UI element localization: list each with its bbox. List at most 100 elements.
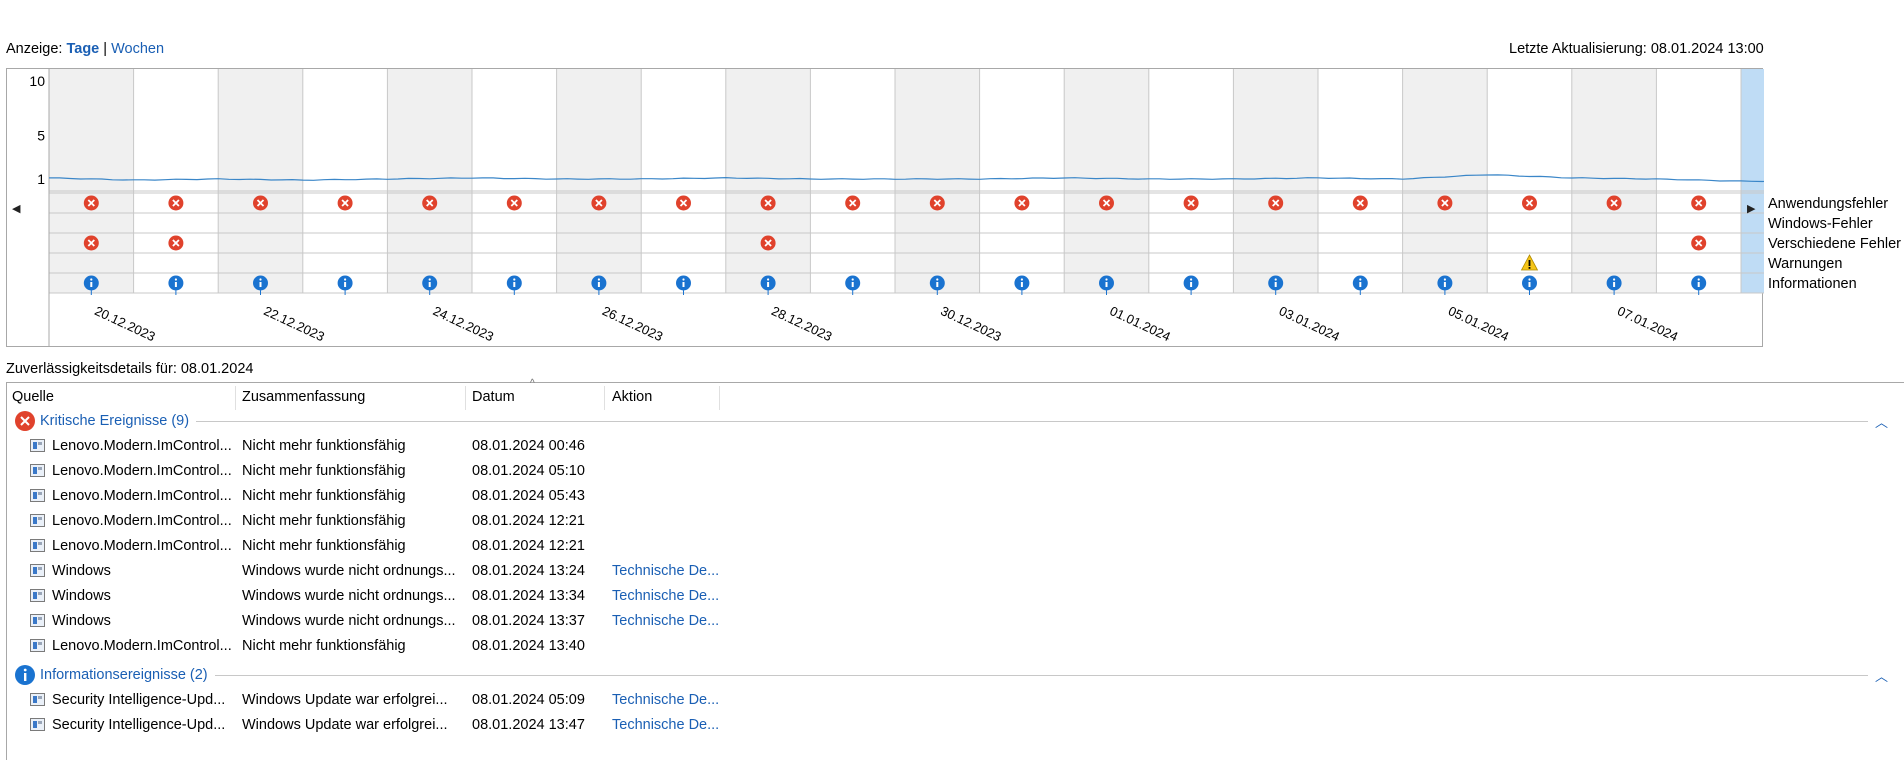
cell-action-link[interactable]: Technische De... [612,717,720,733]
cell-date: 08.01.2024 05:43 [472,488,585,504]
x-tick-label: 22.12.2023 [262,303,327,344]
error-icon-cross [849,199,857,207]
group-title-info: Informationsereignisse (2) [40,667,208,683]
cell-summary: Nicht mehr funktionsfähig [242,438,406,454]
cell-summary: Windows Update war erfolgrei... [242,717,448,733]
sort-ascending-icon: ^ [530,378,535,389]
error-icon-cross [764,199,772,207]
table-row[interactable]: Lenovo.Modern.ImControl... Nicht mehr fun… [0,534,1898,559]
collapse-info-icon[interactable]: ︿ [1874,669,1888,684]
error-icon-cross [426,199,434,207]
cell-source: Windows [52,613,111,629]
cell-summary: Windows wurde nicht ordnungs... [242,613,456,629]
cell-date: 08.01.2024 12:21 [472,513,585,529]
group-header-critical[interactable]: Kritische Ereignisse (9) [14,409,189,433]
info-icon-dot [1528,278,1531,281]
row-label-verschiedene-fehler: Verschiedene Fehler [1768,236,1901,252]
table-row[interactable]: Windows Windows wurde nicht ordnungs... 08… [0,559,1898,584]
column-separator[interactable] [604,386,605,410]
day-column [895,69,980,293]
info-icon-dot [1020,278,1024,281]
cell-summary: Nicht mehr funktionsfähig [242,638,406,654]
group-header-info[interactable]: Informationsereignisse (2) [14,663,208,687]
row-label-informationen: Informationen [1768,276,1857,292]
event-source-icon [30,693,45,706]
info-icon-bar [428,282,431,287]
cell-action-link[interactable]: Technische De... [612,692,720,708]
event-source-icon [30,589,45,602]
column-separator[interactable] [465,386,466,410]
info-icon-bar [1020,282,1023,287]
event-source-icon [30,439,45,452]
cell-action-link[interactable]: Technische De... [612,563,720,579]
row-label-anwendungsfehler: Anwendungsfehler [1768,196,1889,212]
error-icon-cross [341,199,349,207]
day-column [1233,69,1318,293]
info-icon-dot [174,278,177,281]
event-source-icon [30,489,45,502]
column-header-summary[interactable]: Zusammenfassung [242,389,366,405]
error-icon-cross [172,199,180,207]
event-source-icon [30,639,45,652]
cell-source: Security Intelligence-Upd... [52,717,226,733]
info-icon-dot [428,278,431,281]
info-icon-dot [1697,278,1700,281]
info-icon-dot [344,278,347,281]
cell-date: 08.01.2024 13:24 [472,563,585,579]
info-icon-dot [851,278,854,281]
cell-source: Lenovo.Modern.ImControl... [52,438,232,454]
group-divider [196,421,1868,422]
warning-icon-bar [1528,260,1531,266]
x-tick-label: 30.12.2023 [938,303,1003,344]
info-icon-dot [767,278,770,281]
error-icon-cross [933,199,941,207]
info-icon-bar [851,282,854,287]
error-icon-cross [1356,199,1364,207]
column-header-action[interactable]: Aktion [612,389,653,405]
view-days-link[interactable]: Tage [66,41,100,57]
cell-action-link[interactable]: Technische De... [612,613,720,629]
info-icon-bar [344,282,347,287]
table-row[interactable]: Lenovo.Modern.ImControl... Nicht mehr fun… [0,484,1898,509]
day-column [49,69,134,293]
table-row[interactable]: Security Intelligence-Upd... Windows Upda… [0,713,1898,738]
error-icon-cross [1695,199,1703,207]
info-icon-bar [1613,282,1616,287]
error-icon-cross [1525,199,1534,207]
info-icon-bar [682,282,685,287]
view-weeks-link[interactable]: Wochen [111,41,165,57]
info-icon-bar [90,282,93,287]
table-row[interactable]: Lenovo.Modern.ImControl... Nicht mehr fun… [0,509,1898,534]
event-source-icon [30,718,45,731]
column-separator[interactable] [235,386,236,410]
column-header-date[interactable]: Datum [472,389,515,405]
table-row[interactable]: Security Intelligence-Upd... Windows Upda… [0,688,1898,713]
info-icon-bar [1528,282,1531,287]
collapse-critical-icon[interactable]: ︿ [1874,415,1888,430]
info-icon [15,665,35,685]
table-row[interactable]: Windows Windows wurde nicht ordnungs... 08… [0,609,1898,634]
error-icon-cross [1441,199,1449,207]
cell-date: 08.01.2024 13:47 [472,717,585,733]
row-label-warnungen: Warnungen [1768,256,1843,272]
column-header-source[interactable]: Quelle [12,389,54,405]
group-divider [215,675,1868,676]
info-icon-bar [1443,282,1446,287]
reliability-chart[interactable]: 10 5 1 20.12.2023 22.12.2023 24.12.2023 26.12.… [6,68,1764,347]
column-separator[interactable] [719,386,720,410]
info-icon-bar [259,282,262,287]
scroll-right-icon[interactable]: ▶ [1747,203,1756,215]
x-tick-label: 05.01.2024 [1446,303,1511,344]
table-row[interactable]: Windows Windows wurde nicht ordnungs... 08… [0,584,1898,609]
table-row[interactable]: Lenovo.Modern.ImControl... Nicht mehr fun… [0,434,1898,459]
scroll-left-icon[interactable]: ◀ [12,203,21,215]
error-icon-cross [1187,199,1195,207]
view-toggle: Anzeige: Tage | Wochen [6,41,164,57]
info-icon-dot [90,278,93,281]
event-source-icon [30,564,45,577]
cell-action-link[interactable]: Technische De... [612,588,720,604]
table-row[interactable]: Lenovo.Modern.ImControl... Nicht mehr fun… [0,459,1898,484]
error-icon-cross [1272,199,1280,207]
last-update-text: Letzte Aktualisierung: 08.01.2024 13:00 [1509,41,1764,57]
table-row[interactable]: Lenovo.Modern.ImControl... Nicht mehr fun… [0,634,1898,659]
